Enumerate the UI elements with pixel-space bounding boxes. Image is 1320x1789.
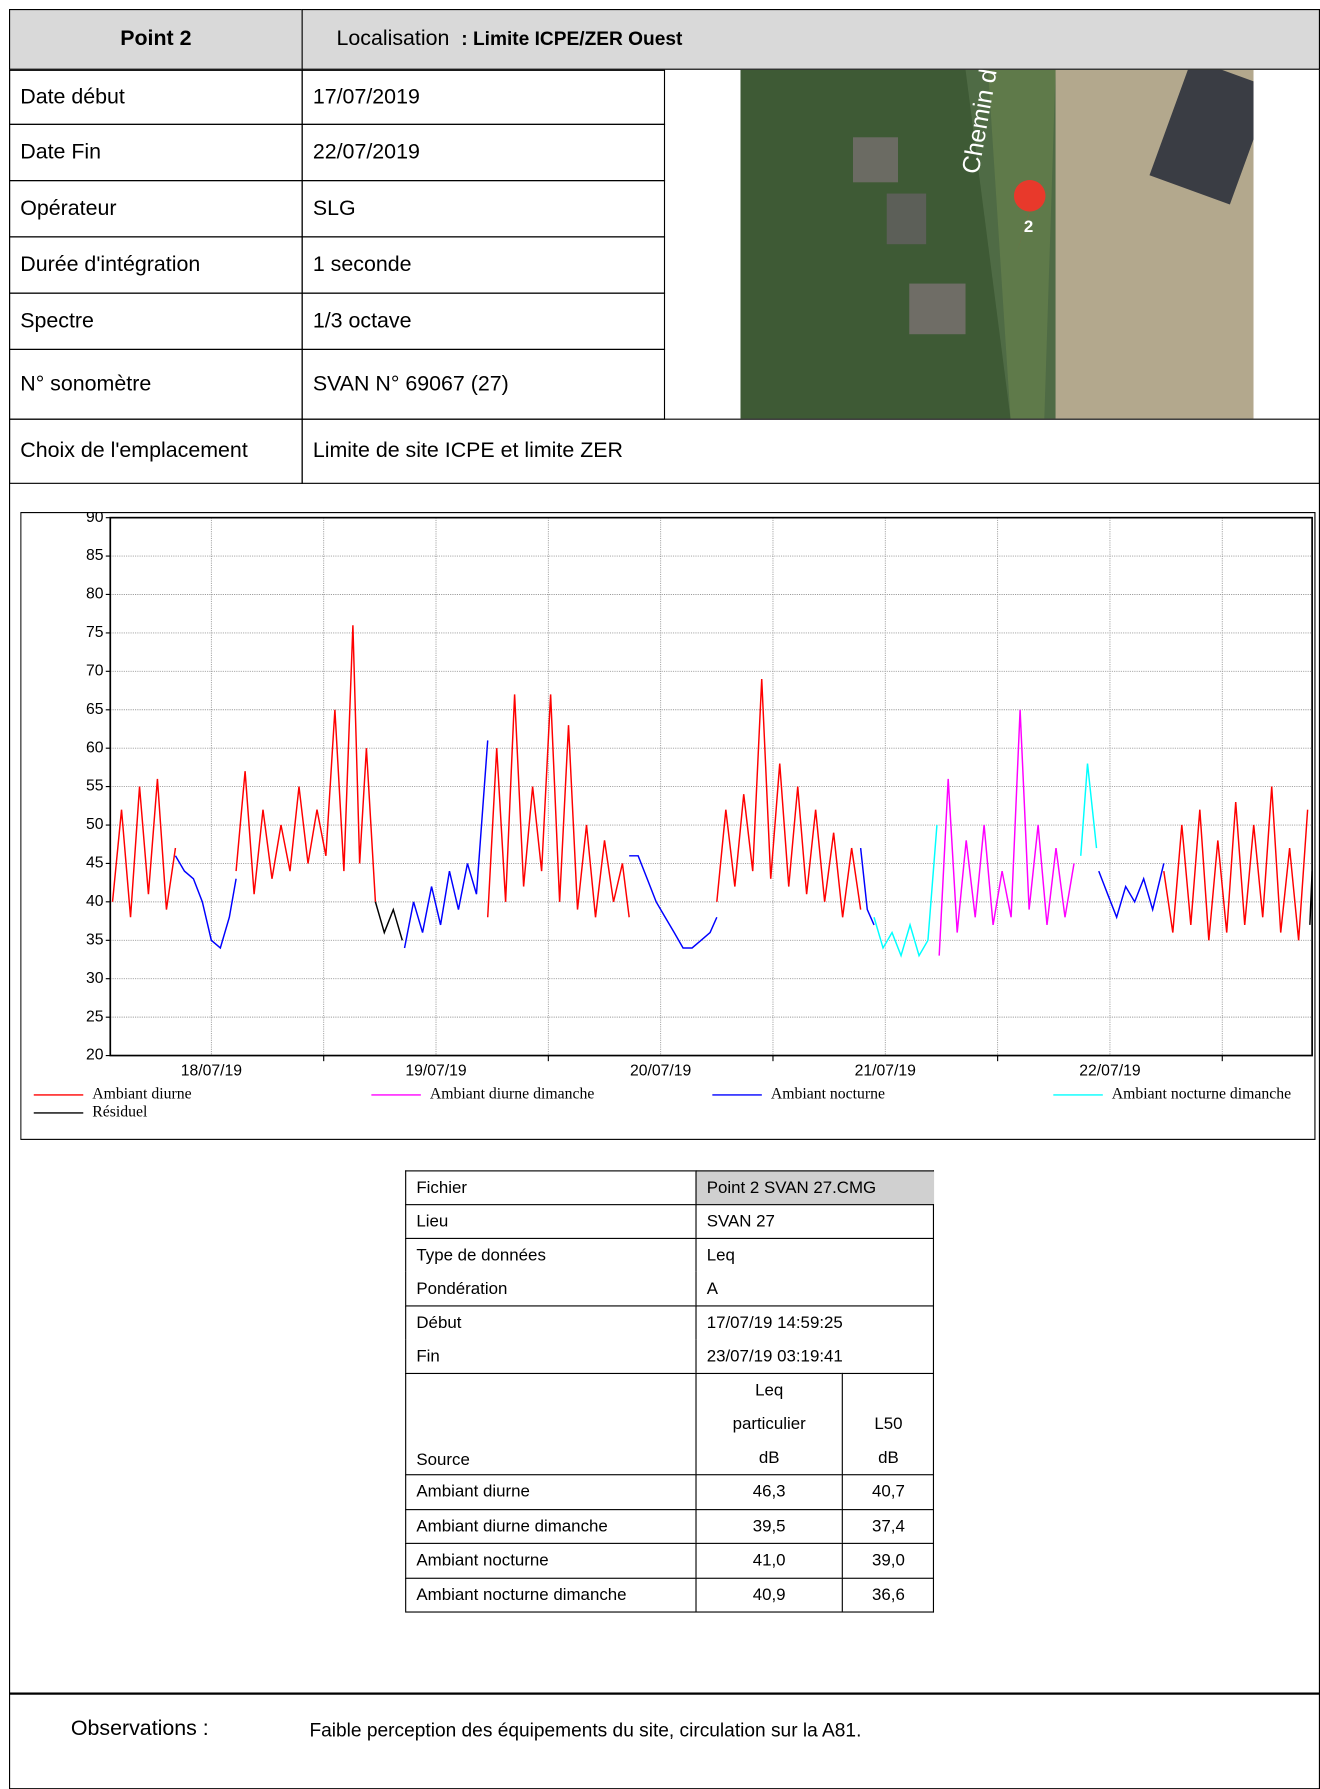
y-tick-label: 60 xyxy=(86,739,104,756)
y-tick-label: 20 xyxy=(86,1047,104,1064)
photo: 2 Chemin de xyxy=(740,70,1253,419)
result-value: 23/07/19 03:19:41 xyxy=(695,1339,934,1373)
y-tick-label: 45 xyxy=(86,855,104,872)
leq-value: 41,0 xyxy=(695,1543,841,1577)
y-tick-label: 65 xyxy=(86,701,104,718)
result-value: Leq xyxy=(695,1238,934,1272)
placement-value: Limite de site ICPE et limite ZER xyxy=(302,419,1320,484)
column-header-line: dB xyxy=(843,1448,934,1467)
info-value: 17/07/2019 xyxy=(302,70,665,125)
y-tick-label: 30 xyxy=(86,970,104,987)
x-tick-label: 20/07/19 xyxy=(630,1062,692,1079)
source-name: Ambiant nocturne xyxy=(405,1543,695,1577)
result-label: Type de données xyxy=(405,1238,695,1272)
page: Point 2 Localisation : Limite ICPE/ZER O… xyxy=(0,0,1320,1765)
y-tick-label: 80 xyxy=(86,586,104,603)
source-name: Ambiant diurne dimanche xyxy=(405,1508,695,1542)
info-label: Date début xyxy=(9,70,303,125)
chart-border xyxy=(21,513,1315,1140)
y-tick-label: 55 xyxy=(86,778,104,795)
l50-value: 37,4 xyxy=(842,1508,934,1542)
observations-label: Observations : xyxy=(71,1717,209,1742)
l50-value: 36,6 xyxy=(842,1577,934,1611)
point-cell: Point 2 xyxy=(9,9,303,70)
x-tick-label: 18/07/19 xyxy=(181,1062,243,1079)
result-label: Fin xyxy=(405,1339,695,1373)
source-name: Ambiant nocturne dimanche xyxy=(405,1577,695,1611)
result-label: Lieu xyxy=(405,1204,695,1238)
y-tick-label: 50 xyxy=(86,816,104,833)
l50-value: 40,7 xyxy=(842,1474,934,1508)
legend-label: Résiduel xyxy=(92,1104,148,1121)
result-label: Fichier xyxy=(405,1170,695,1204)
source-name: Ambiant diurne xyxy=(405,1474,695,1508)
info-label: Opérateur xyxy=(9,180,303,237)
x-tick-label: 19/07/19 xyxy=(405,1062,467,1079)
y-tick-label: 85 xyxy=(86,547,104,564)
y-tick-label: 90 xyxy=(86,512,104,526)
leq-value: 39,5 xyxy=(695,1508,841,1542)
x-tick-label: 21/07/19 xyxy=(855,1062,917,1079)
info-label: Durée d'intégration xyxy=(9,236,303,293)
column-header-line: L50 xyxy=(843,1415,934,1434)
info-value: 1/3 octave xyxy=(302,293,665,350)
column-header: Leq particulier dB xyxy=(695,1373,841,1474)
column-header: L50 dB xyxy=(842,1373,934,1474)
leq-value: 40,9 xyxy=(695,1577,841,1611)
column-header-line: Leq xyxy=(697,1381,842,1400)
result-value: Point 2 SVAN 27.CMG xyxy=(695,1170,934,1204)
result-value: A xyxy=(695,1272,934,1306)
info-label: Spectre xyxy=(9,293,303,350)
x-tick-label: 22/07/19 xyxy=(1079,1062,1141,1079)
location-label: Localisation xyxy=(336,27,449,52)
info-value: SVAN N° 69067 (27) xyxy=(302,349,665,420)
info-label: Date Fin xyxy=(9,124,303,181)
y-tick-label: 25 xyxy=(86,1008,104,1025)
location-cell: Localisation : Limite ICPE/ZER Ouest xyxy=(302,9,1320,70)
y-tick-label: 75 xyxy=(86,624,104,641)
result-value: SVAN 27 xyxy=(695,1204,934,1238)
column-header-line: particulier xyxy=(697,1415,842,1434)
marker-label: 2 xyxy=(1024,217,1033,236)
chart: 20 25 30 35 40 45 50 55 60 65 70 75 80 85 90 18/07/19 19… xyxy=(20,512,1315,1140)
legend-label: Ambiant diurne dimanche xyxy=(430,1086,594,1103)
legend-label: Ambiant nocturne dimanche xyxy=(1112,1086,1291,1103)
legend-label: Ambiant diurne xyxy=(92,1086,191,1103)
observations-text: Faible perception des équipements du sit… xyxy=(309,1719,861,1742)
info-value: 1 seconde xyxy=(302,236,665,293)
info-label: N° sonomètre xyxy=(9,349,303,420)
result-label: Pondération xyxy=(405,1272,695,1306)
column-header-line: dB xyxy=(697,1448,842,1467)
y-tick-label: 70 xyxy=(86,662,104,679)
y-tick-label: 35 xyxy=(86,931,104,948)
divider xyxy=(9,1692,1320,1694)
placement-label: Choix de l'emplacement xyxy=(9,419,303,484)
info-value: 22/07/2019 xyxy=(302,124,665,181)
l50-value: 39,0 xyxy=(842,1543,934,1577)
result-value: 17/07/19 14:59:25 xyxy=(695,1305,934,1339)
result-label: Début xyxy=(405,1305,695,1339)
aerial-photo: 2 Chemin de xyxy=(740,70,1253,419)
leq-value: 46,3 xyxy=(695,1474,841,1508)
info-value: SLG xyxy=(302,180,665,237)
location: : Limite ICPE/ZER Ouest xyxy=(461,28,682,51)
column-header: Source xyxy=(405,1373,695,1474)
y-tick-label: 40 xyxy=(86,893,104,910)
legend-label: Ambiant nocturne xyxy=(771,1086,885,1103)
